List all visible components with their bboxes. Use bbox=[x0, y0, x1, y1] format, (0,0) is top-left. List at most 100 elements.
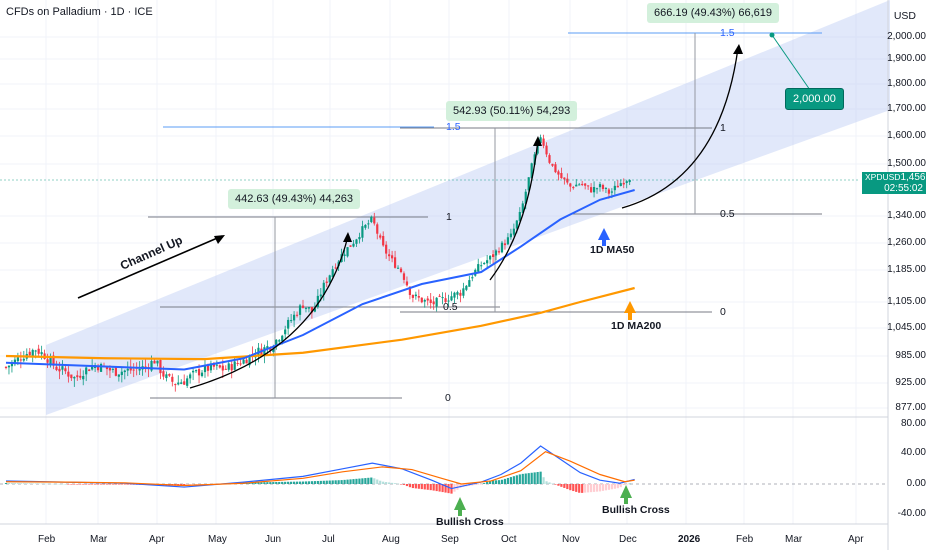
macd-histogram-bar bbox=[266, 482, 269, 484]
candle-body bbox=[4, 366, 8, 368]
macd-histogram-bar bbox=[251, 482, 254, 484]
macd-histogram-bar bbox=[91, 484, 94, 485]
candle-body bbox=[563, 177, 566, 180]
candle-body bbox=[310, 307, 314, 313]
candle-body bbox=[444, 298, 447, 302]
macd-histogram-bar bbox=[64, 484, 67, 485]
macd-histogram-bar bbox=[355, 478, 358, 484]
candle-body bbox=[171, 376, 174, 382]
time-tick-label: Apr bbox=[848, 534, 864, 545]
macd-histogram-bar bbox=[108, 484, 112, 485]
candle-body bbox=[441, 297, 444, 299]
candle-body bbox=[578, 184, 581, 186]
macd-histogram-bar bbox=[512, 476, 515, 484]
macd-histogram-bar bbox=[486, 481, 489, 484]
candle-body bbox=[174, 384, 177, 386]
macd-histogram-bar bbox=[123, 484, 126, 485]
macd-histogram-bar bbox=[480, 484, 483, 485]
candle-body bbox=[352, 243, 355, 247]
time-tick-label: Nov bbox=[562, 534, 580, 545]
candle-body bbox=[518, 211, 521, 221]
candle-body bbox=[432, 301, 435, 305]
candle-body bbox=[197, 369, 201, 376]
macd-histogram-bar bbox=[497, 480, 501, 484]
candle-body bbox=[346, 247, 349, 257]
macd-histogram-bar bbox=[539, 471, 542, 484]
macd-histogram-bar bbox=[447, 484, 450, 494]
macd-histogram-bar bbox=[316, 480, 319, 484]
ma50-label: 1D MA50 bbox=[590, 244, 635, 256]
macd-tick-label: 80.00 bbox=[900, 418, 926, 429]
candle-body bbox=[423, 299, 426, 302]
candle-body bbox=[426, 298, 429, 301]
macd-histogram-bar bbox=[307, 481, 311, 484]
macd-histogram-bar bbox=[441, 484, 444, 493]
measure-pill-1: 442.63 (49.43%) 44,263 bbox=[228, 189, 361, 209]
candle-body bbox=[515, 220, 518, 229]
candle-body bbox=[129, 366, 132, 371]
macd-histogram-bar bbox=[287, 481, 290, 484]
candle-body bbox=[242, 359, 245, 364]
candle-body bbox=[200, 372, 204, 377]
candle-body bbox=[28, 351, 31, 356]
candle-body bbox=[592, 187, 596, 193]
candle-body bbox=[292, 314, 296, 321]
macd-histogram-bar bbox=[518, 474, 521, 484]
candle-body bbox=[334, 267, 337, 269]
time-tick-label: Apr bbox=[149, 534, 165, 545]
candle-body bbox=[376, 224, 379, 234]
fib1-label-05: 0.5 bbox=[443, 301, 458, 313]
macd-histogram-bar bbox=[506, 477, 510, 484]
candle-body bbox=[105, 366, 109, 370]
candle-body bbox=[91, 365, 94, 370]
macd-histogram-bar bbox=[295, 481, 299, 484]
fib2-label-1: 1 bbox=[720, 122, 726, 134]
macd-histogram-bar bbox=[391, 482, 394, 484]
candle-body bbox=[156, 360, 159, 364]
macd-histogram-bar bbox=[328, 480, 331, 484]
macd-histogram-bar bbox=[367, 477, 370, 484]
candle-body bbox=[581, 183, 584, 185]
ma200-label: 1D MA200 bbox=[611, 320, 662, 332]
macd-histogram-bar bbox=[444, 484, 447, 493]
macd-histogram-bar bbox=[94, 484, 97, 485]
macd-histogram-bar bbox=[483, 483, 486, 484]
candle-body bbox=[301, 305, 305, 308]
macd-histogram-bar bbox=[569, 484, 572, 491]
candle-body bbox=[468, 280, 471, 287]
macd-histogram-bar bbox=[13, 483, 17, 484]
macd-histogram-bar bbox=[370, 477, 373, 484]
macd-histogram-bar bbox=[304, 481, 308, 484]
macd-histogram-bar bbox=[102, 484, 106, 485]
price-tick-label: 1,700.00 bbox=[887, 103, 926, 114]
candle-body bbox=[595, 188, 599, 190]
fib-levels-1 bbox=[148, 126, 500, 399]
ma50-arrow bbox=[598, 228, 610, 246]
candle-body bbox=[438, 295, 441, 297]
candle-body bbox=[96, 365, 100, 371]
candle-body bbox=[31, 349, 34, 356]
macd-histogram-bar bbox=[22, 483, 25, 484]
macd-histogram-bar bbox=[82, 484, 85, 485]
time-tick-label: 2026 bbox=[678, 534, 701, 545]
price-tick-label: 1,045.00 bbox=[887, 322, 926, 333]
channel-up-arrowhead bbox=[214, 235, 225, 244]
macd-histogram-bar bbox=[7, 483, 11, 484]
macd-histogram-bar bbox=[515, 475, 518, 484]
macd-histogram-bar bbox=[117, 484, 120, 485]
curve-arrowhead-2 bbox=[533, 136, 542, 146]
candle-body bbox=[85, 367, 88, 375]
macd-histogram-bar bbox=[364, 478, 367, 484]
candle-body bbox=[527, 177, 530, 191]
candle-body bbox=[239, 363, 242, 365]
time-tick-label: May bbox=[208, 534, 227, 545]
macd-histogram-bar bbox=[530, 472, 533, 484]
candle-body bbox=[278, 340, 281, 342]
candle-body bbox=[598, 184, 602, 188]
candle-body bbox=[245, 359, 248, 364]
candle-body bbox=[215, 364, 218, 366]
candle-body bbox=[73, 376, 76, 379]
macd-histogram-bar bbox=[284, 481, 287, 484]
